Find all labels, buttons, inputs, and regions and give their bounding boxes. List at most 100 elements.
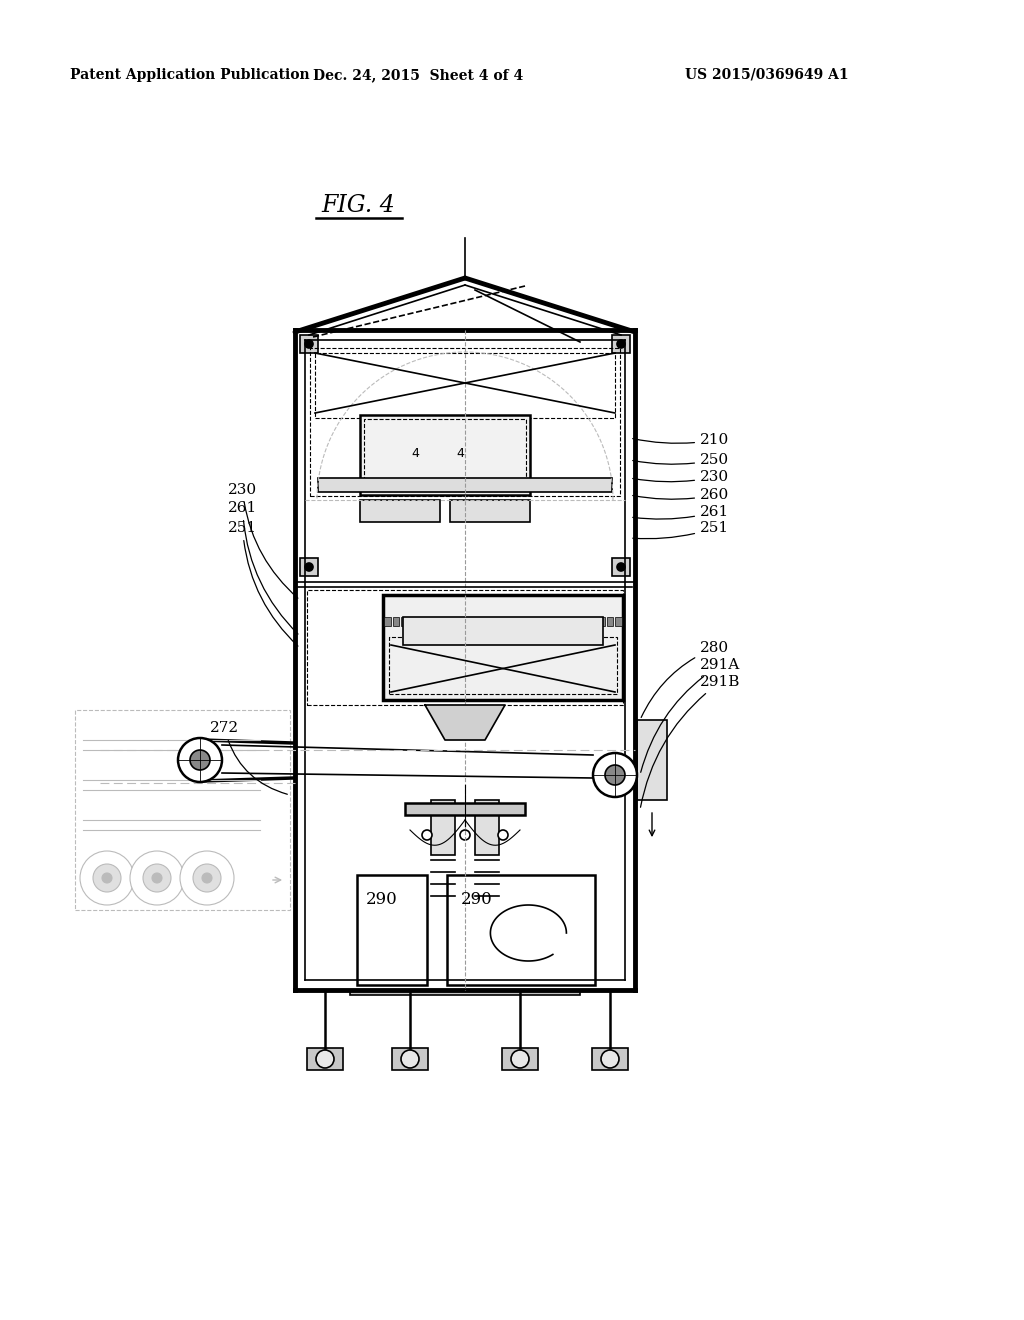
Text: 290: 290	[366, 891, 397, 908]
Text: 272: 272	[210, 721, 288, 795]
Circle shape	[180, 851, 234, 906]
Bar	[300, 335, 318, 352]
Bar	[612, 335, 630, 352]
Circle shape	[143, 865, 171, 892]
Text: 4: 4	[411, 447, 419, 459]
Bar	[384, 616, 390, 626]
Bar	[360, 500, 440, 521]
Bar	[435, 616, 442, 626]
Text: FIG. 4: FIG. 4	[322, 194, 395, 216]
Text: 280: 280	[641, 642, 729, 718]
Text: 291B: 291B	[640, 675, 740, 808]
Bar	[572, 616, 580, 626]
Bar	[592, 1048, 628, 1071]
Text: 251: 251	[228, 521, 298, 645]
Bar	[453, 616, 459, 626]
Circle shape	[193, 865, 221, 892]
Bar	[504, 616, 511, 626]
Bar	[364, 418, 526, 491]
Bar	[75, 710, 290, 909]
Bar	[406, 803, 525, 814]
Bar	[486, 616, 494, 626]
Bar	[590, 616, 596, 626]
Circle shape	[190, 750, 210, 770]
Bar	[513, 616, 519, 626]
Text: Dec. 24, 2015  Sheet 4 of 4: Dec. 24, 2015 Sheet 4 of 4	[313, 69, 523, 82]
Bar	[564, 616, 570, 626]
Text: 230: 230	[228, 483, 298, 598]
Bar	[401, 616, 408, 626]
Circle shape	[305, 564, 313, 572]
Polygon shape	[425, 705, 505, 741]
Circle shape	[130, 851, 184, 906]
Circle shape	[617, 564, 625, 572]
Bar	[598, 616, 605, 626]
Bar	[392, 616, 399, 626]
Circle shape	[102, 873, 112, 883]
Bar	[431, 800, 455, 855]
Circle shape	[202, 873, 212, 883]
Text: 290: 290	[461, 891, 493, 908]
Bar	[555, 616, 562, 626]
Text: 261: 261	[633, 506, 729, 519]
Circle shape	[601, 1049, 618, 1068]
Circle shape	[498, 830, 508, 840]
Bar	[318, 478, 612, 492]
Bar	[350, 990, 580, 995]
Text: Patent Application Publication: Patent Application Publication	[70, 69, 309, 82]
Bar	[444, 616, 451, 626]
Circle shape	[305, 341, 313, 348]
Circle shape	[316, 1049, 334, 1068]
Text: US 2015/0369649 A1: US 2015/0369649 A1	[685, 69, 849, 82]
Bar	[615, 616, 622, 626]
Bar	[389, 638, 617, 694]
Bar	[450, 500, 530, 521]
Circle shape	[152, 873, 162, 883]
Circle shape	[605, 766, 625, 785]
Text: 261: 261	[228, 502, 298, 634]
Bar	[307, 590, 623, 705]
Text: 251: 251	[633, 521, 729, 539]
Bar	[392, 1048, 428, 1071]
Bar	[547, 616, 553, 626]
Bar	[360, 414, 530, 495]
Bar	[607, 616, 613, 626]
Bar	[496, 616, 502, 626]
Text: 4: 4	[456, 447, 464, 459]
Bar	[529, 616, 537, 626]
Circle shape	[511, 1049, 529, 1068]
Bar	[418, 616, 425, 626]
Bar	[475, 800, 499, 855]
Circle shape	[401, 1049, 419, 1068]
Text: 250: 250	[633, 453, 729, 467]
Bar	[300, 558, 318, 576]
Text: 291A: 291A	[641, 657, 740, 772]
Bar	[447, 875, 595, 985]
Circle shape	[93, 865, 121, 892]
Bar	[461, 616, 468, 626]
Bar	[478, 616, 484, 626]
Bar	[307, 1048, 343, 1071]
Circle shape	[593, 752, 637, 797]
Bar	[637, 719, 667, 800]
Circle shape	[422, 830, 432, 840]
Circle shape	[460, 830, 470, 840]
Text: 210: 210	[633, 433, 729, 447]
Text: 230: 230	[633, 470, 729, 484]
Bar	[502, 1048, 538, 1071]
Bar	[315, 352, 615, 418]
Circle shape	[178, 738, 222, 781]
Bar	[470, 616, 476, 626]
Bar	[410, 616, 417, 626]
Text: 260: 260	[633, 488, 729, 502]
Bar	[383, 595, 623, 700]
Bar	[539, 616, 545, 626]
Bar	[403, 616, 603, 645]
Bar	[612, 558, 630, 576]
Bar	[521, 616, 527, 626]
Bar	[357, 875, 427, 985]
Circle shape	[617, 341, 625, 348]
Bar	[582, 616, 588, 626]
Bar	[427, 616, 433, 626]
Bar	[310, 348, 620, 496]
